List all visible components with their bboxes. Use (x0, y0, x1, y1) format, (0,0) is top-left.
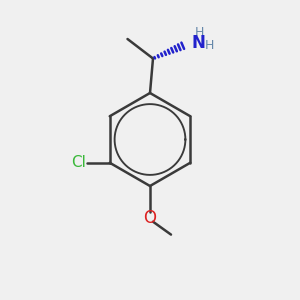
Text: H: H (205, 39, 214, 52)
Text: H: H (195, 26, 204, 39)
Text: N: N (191, 34, 205, 52)
Text: O: O (143, 209, 157, 227)
Text: Cl: Cl (71, 155, 86, 170)
